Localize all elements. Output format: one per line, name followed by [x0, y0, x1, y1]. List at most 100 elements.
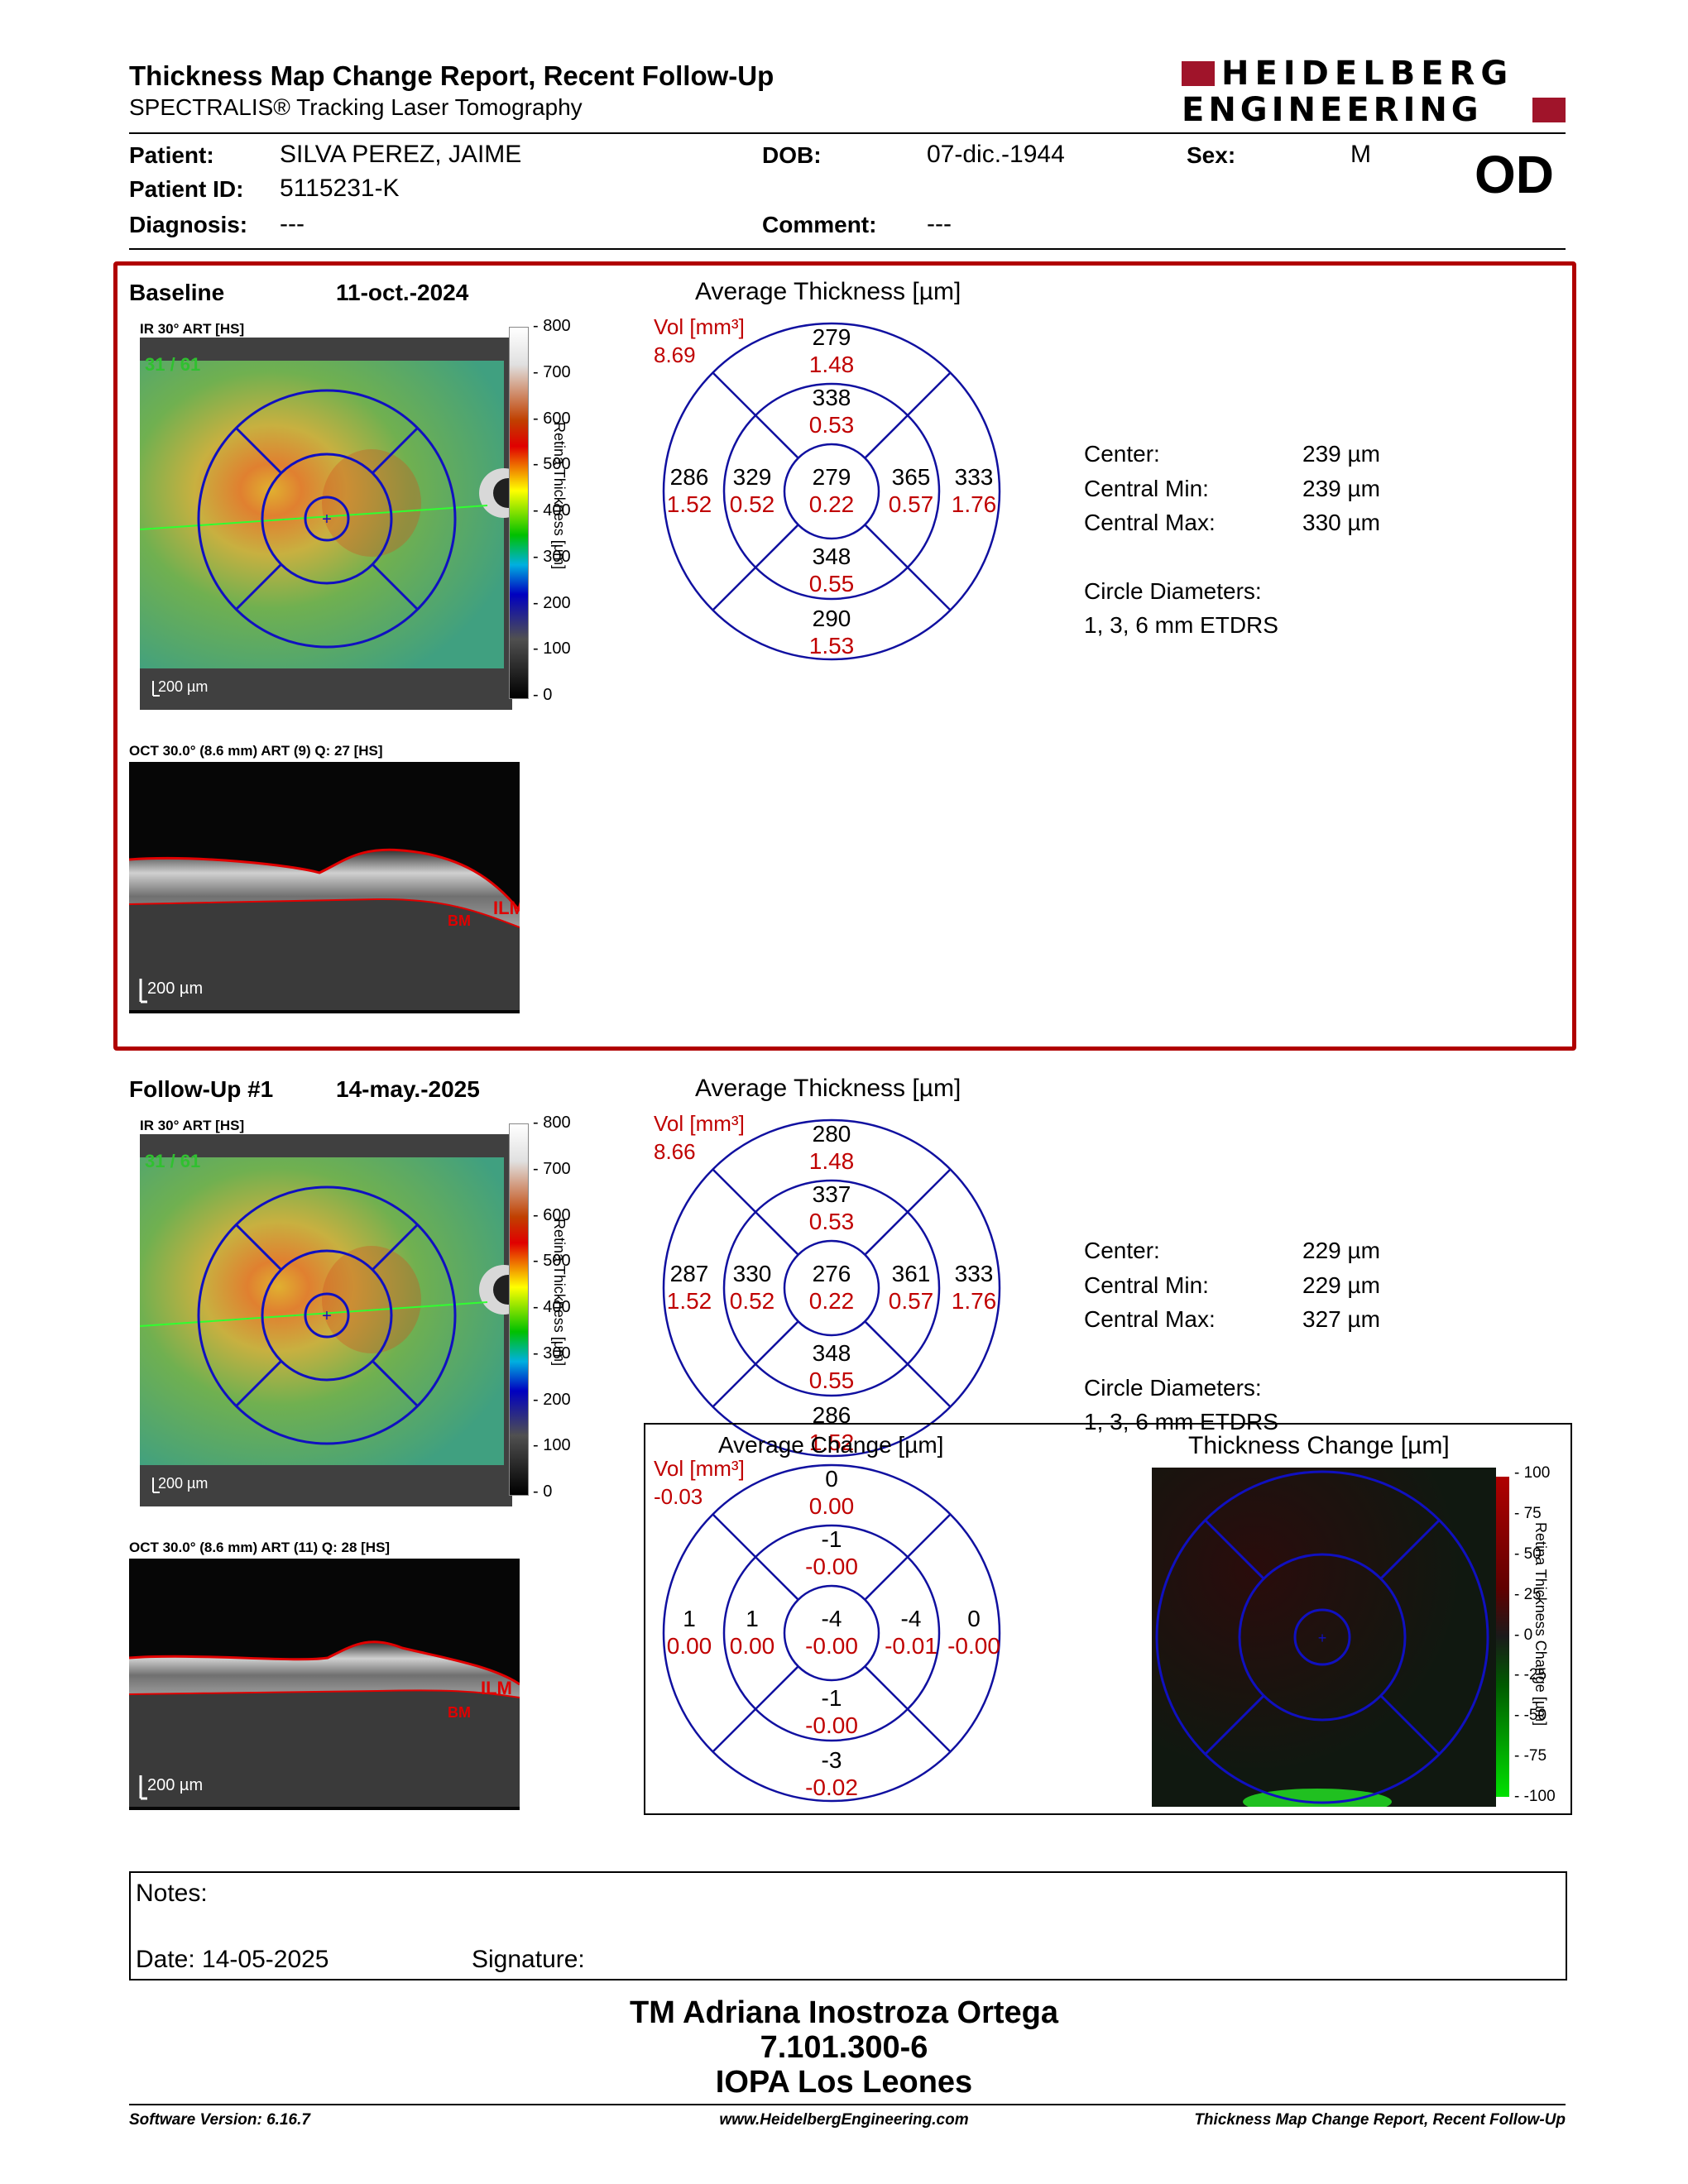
- report-title: Thickness Map Change Report, Recent Foll…: [129, 60, 774, 91]
- grid-volume-inner-right: -0.01: [885, 1633, 938, 1659]
- grid-thickness-inner-superior: 337: [813, 1181, 851, 1207]
- colorbar-tick: - 300: [533, 547, 571, 566]
- vol-value: -0.03: [654, 1484, 703, 1509]
- etdrs-grid-baseline: Vol [mm³] 8.69 279 1.48 338 0.53 286 1.52 329 0.5…: [654, 314, 1009, 665]
- footer-url[interactable]: www.HeidelbergEngineering.com: [719, 2111, 969, 2129]
- change-colorbar-tick: - 75: [1514, 1504, 1542, 1522]
- colorbar-followup-tick: - 700: [533, 1159, 571, 1178]
- etdrs-ring-1: [722, 382, 941, 601]
- grid-volume-center: 0.22: [809, 1288, 855, 1314]
- center-label: Center:: [1084, 441, 1160, 467]
- grid-volume-inner-superior: 0.53: [809, 1209, 855, 1234]
- colorbar-title: Retina Thickness [µm]: [551, 422, 568, 570]
- colorbar-followup-tick: - 800: [533, 1114, 571, 1132]
- bm-label-followup: BM: [448, 1704, 471, 1721]
- grid-volume-inner-right: 0.57: [889, 1288, 934, 1314]
- notes-box[interactable]: [129, 1871, 1567, 1980]
- colorbar-followup-tick: - 200: [533, 1390, 571, 1409]
- etdrs-spoke-2: [864, 524, 952, 611]
- oct-scale-bar: 200 µm: [147, 979, 203, 998]
- colorbar-followup-tick: - 500: [533, 1252, 571, 1271]
- notes-label: Notes:: [136, 1880, 208, 1907]
- oct-label-followup: OCT 30.0° (8.6 mm) ART (11) Q: 28 [HS]: [129, 1540, 391, 1555]
- change-frame: [644, 1423, 1572, 1815]
- grid-thickness-inner-superior: 338: [813, 385, 851, 410]
- thickness-colorbar-followup: [509, 1123, 529, 1496]
- center-label-followup: Center:: [1084, 1238, 1160, 1263]
- vol-value: 8.66: [654, 1139, 696, 1164]
- central-max-value-followup: 327 µm: [1302, 1306, 1380, 1332]
- ir-label: IR 30° ART [HS]: [140, 321, 245, 337]
- grid-volume-inner-inferior: 0.55: [809, 1367, 855, 1393]
- oct-bscan: ILM BM 200 µm: [129, 762, 520, 1013]
- oct-label: OCT 30.0° (8.6 mm) ART (9) Q: 27 [HS]: [129, 743, 383, 759]
- central-min-value-followup: 229 µm: [1302, 1272, 1380, 1298]
- software-version: Software Version: 6.16.7: [129, 2111, 310, 2129]
- colorbar-tick: - 500: [533, 455, 571, 474]
- colorbar-followup-tick: - 0: [533, 1482, 553, 1501]
- etdrs-spoke-2: [864, 1320, 952, 1408]
- etdrs-grid-followup: Vol [mm³] 8.66 280 1.48 337 0.53 287 1.52 330 0.5…: [654, 1111, 1009, 1462]
- ilm-label: ILM: [493, 898, 520, 918]
- circle-diameters-value: 1, 3, 6 mm ETDRS: [1084, 612, 1278, 638]
- etdrs-ring-0: [662, 1463, 1001, 1803]
- oct-bscan-followup: ILM BM 200 µm: [129, 1559, 520, 1810]
- ir-scale-bar: 200 µm: [158, 678, 208, 695]
- grid-volume-inner-right: 0.57: [889, 491, 934, 517]
- grid-volume-outer-superior: 1.48: [809, 1148, 855, 1174]
- grid-thickness-inner-left: 330: [733, 1261, 772, 1286]
- vol-label: Vol [mm³]: [654, 1114, 745, 1136]
- ir-label-followup: IR 30° ART [HS]: [140, 1118, 245, 1133]
- dob-value: 07-dic.-1944: [927, 141, 1065, 168]
- grid-thickness-outer-nasal-left: 286: [670, 464, 709, 490]
- change-colorbar-tick: - 0: [1514, 1626, 1533, 1644]
- colorbar-tick: - 400: [533, 501, 571, 520]
- grid-volume-outer-inferior: 1.52: [809, 1430, 855, 1455]
- grid-thickness-inner-inferior: 348: [813, 1340, 851, 1366]
- etdrs-ring-2: [783, 1584, 880, 1682]
- etdrs-spoke-0: [712, 1168, 799, 1256]
- report-subtitle: SPECTRALIS® Tracking Laser Tomography: [129, 94, 583, 120]
- etdrs-ring-0: [662, 1118, 1001, 1458]
- change-colorbar-tick: - 25: [1514, 1585, 1542, 1603]
- grid-volume-outer-nasal-left: 1.52: [667, 491, 712, 517]
- ilm-label-followup: ILM: [481, 1678, 512, 1698]
- grid-thickness-inner-left: 329: [733, 464, 772, 490]
- vol-value: 8.69: [654, 342, 696, 367]
- comment-label: Comment:: [762, 212, 877, 237]
- grid-thickness-inner-right: 361: [892, 1261, 931, 1286]
- grid-thickness-inner-inferior: 348: [813, 544, 851, 569]
- thickness-change-title: Thickness Change [µm]: [1188, 1432, 1450, 1459]
- colorbar-title-followup: Retina Thickness [µm]: [551, 1219, 568, 1367]
- grid-volume-center: 0.22: [809, 491, 855, 517]
- signature-label: Signature:: [472, 1946, 585, 1973]
- grid-thickness-outer-nasal-left: 1: [683, 1606, 696, 1631]
- etdrs-ring-1: [722, 1179, 941, 1397]
- colorbar-tick: - 0: [533, 686, 553, 704]
- svg-text:+: +: [322, 510, 332, 529]
- grid-thickness-center: -4: [822, 1606, 842, 1631]
- colorbar-ticks-followup: - 800 - 700 - 600 - 500 - 400 - 300 - 200 - 100…: [530, 1114, 571, 1502]
- central-max-label: Central Max:: [1084, 510, 1216, 535]
- etdrs-spoke-1: [864, 1168, 952, 1256]
- signatory-name: TM Adriana Inostroza Ortega: [630, 1995, 1058, 2030]
- grid-volume-outer-nasal-left: 1.52: [667, 1288, 712, 1314]
- change-colorbar-tick: - 100: [1514, 1464, 1551, 1482]
- etdrs-spoke-1: [864, 371, 952, 459]
- grid-thickness-center: 279: [813, 464, 851, 490]
- grid-thickness-inner-right: -4: [901, 1606, 922, 1631]
- notes-date: Date: 14-05-2025: [136, 1946, 329, 1973]
- grid-volume-outer-right: -0.00: [947, 1633, 1000, 1659]
- diagnosis-value: ---: [280, 210, 305, 237]
- patient-id-label: Patient ID:: [129, 176, 244, 202]
- grid-volume-inner-left: 0.00: [730, 1633, 775, 1659]
- grid-thickness-outer-superior: 279: [813, 324, 851, 350]
- grid-thickness-center: 276: [813, 1261, 851, 1286]
- eye-indicator: OD: [1475, 145, 1554, 204]
- bm-label: BM: [448, 912, 471, 929]
- ir-scale-bar-followup: 200 µm: [158, 1475, 208, 1492]
- etdrs-spoke-0: [712, 371, 799, 459]
- patient-name-label: Patient:: [129, 142, 214, 168]
- avg-change-title: Average Change [µm]: [718, 1432, 944, 1458]
- change-colorbar-tick: - -75: [1514, 1747, 1547, 1765]
